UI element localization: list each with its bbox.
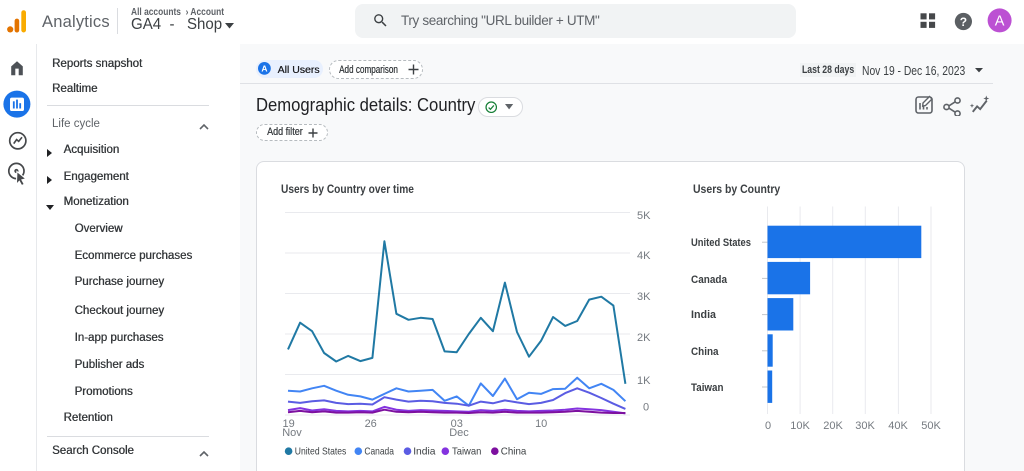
svg-text:China: China [501,446,527,458]
svg-text:China: China [691,346,719,358]
svg-text:Taiwan: Taiwan [691,382,724,394]
svg-text:20K: 20K [823,420,843,432]
svg-text:?: ? [960,15,967,29]
svg-text:10: 10 [535,418,547,430]
svg-text:0: 0 [765,420,771,432]
svg-text:Nov: Nov [282,427,302,439]
svg-text:Canada: Canada [691,274,728,286]
svg-text:United States: United States [295,446,347,458]
svg-text:5K: 5K [637,210,651,222]
svg-text:4K: 4K [637,250,651,262]
svg-text:10K: 10K [790,420,810,432]
svg-text:3K: 3K [637,291,651,303]
svg-text:40K: 40K [888,420,908,432]
svg-text:30K: 30K [855,420,875,432]
svg-text:Dec: Dec [449,427,469,439]
svg-text:India: India [413,446,435,458]
svg-text:A: A [995,13,1005,29]
svg-text:0: 0 [643,402,649,414]
svg-text:2K: 2K [637,332,651,344]
svg-text:1K: 1K [637,375,651,387]
svg-text:Canada: Canada [364,446,394,458]
svg-text:50K: 50K [921,420,941,432]
svg-text:Taiwan: Taiwan [452,446,481,458]
svg-text:19: 19 [282,418,294,430]
svg-text:03: 03 [451,418,463,430]
svg-text:United States: United States [691,237,751,249]
svg-text:India: India [691,309,717,321]
svg-text:26: 26 [365,418,377,430]
svg-text:A: A [262,64,268,74]
